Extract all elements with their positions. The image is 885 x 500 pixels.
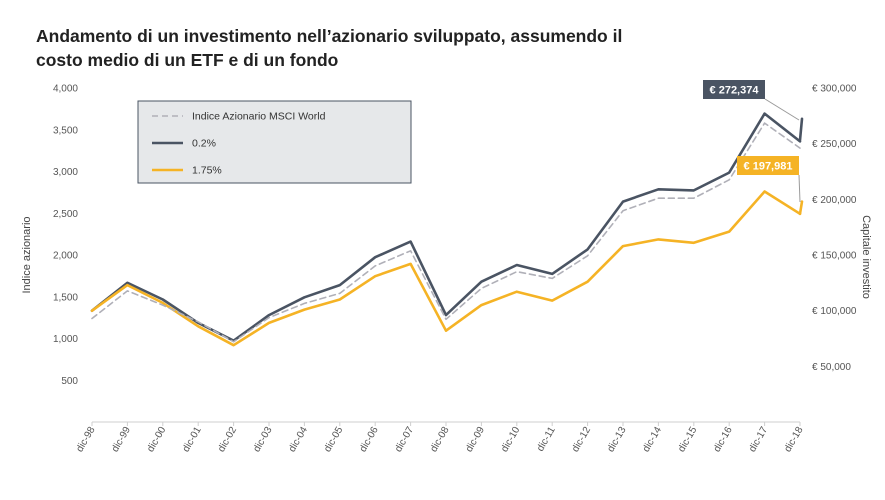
x-tick-label: dic-09 [464, 425, 487, 454]
series-line-0 [91, 122, 801, 343]
y2-tick-label: € 250,000 [812, 139, 857, 150]
series-line-2 [90, 190, 802, 347]
x-tick-label: dic-05 [322, 425, 345, 454]
y-tick-label: 4,000 [53, 84, 78, 95]
y-tick-label: 3,000 [53, 167, 78, 178]
y-tick-label: 2,000 [53, 251, 78, 262]
x-tick-label: dic-11 [535, 425, 558, 454]
x-tick-label: dic-98 [74, 425, 97, 454]
legend-box [137, 100, 412, 184]
y2-tick-label: € 100,000 [812, 306, 857, 317]
x-tick-label: dic-12 [570, 425, 593, 454]
x-tick-label: dic-10 [499, 425, 522, 454]
callout-leader-line [764, 98, 800, 121]
x-tick-label: dic-00 [145, 425, 168, 454]
callout-box [703, 80, 765, 99]
chart-legend: Indice Azionario MSCI World 0.2% 1.75% [137, 100, 412, 184]
chart-title: Andamento di un investimento nell’aziona… [36, 24, 756, 72]
series-end-segment-1 [798, 117, 804, 142]
x-tick-label: dic-16 [712, 425, 735, 454]
y-tick-label: 3,500 [53, 125, 78, 136]
series-end-segment-2 [798, 200, 804, 216]
chart-title-line-1: Andamento di un investimento nell’aziona… [36, 26, 623, 46]
x-tick-label: dic-15 [676, 425, 699, 454]
y-tick-label: 500 [61, 376, 78, 387]
legend-label: 1.75% [192, 165, 222, 177]
y2-tick-label: € 300,000 [812, 84, 857, 95]
x-tick-label: dic-13 [605, 425, 628, 454]
x-tick-label: dic-07 [393, 425, 416, 454]
y-tick-label: 2,500 [53, 209, 78, 220]
x-tick-label: dic-17 [747, 425, 770, 454]
y-axis-title: Indice azionario [21, 216, 33, 293]
callout-leader-line [798, 174, 801, 203]
y2-tick-label: € 200,000 [812, 195, 857, 206]
x-tick-label: dic-99 [110, 425, 133, 454]
legend-label: 0.2% [192, 138, 216, 150]
x-tick-label: dic-08 [428, 425, 451, 454]
x-tick-label: dic-03 [251, 425, 274, 454]
y2-tick-label: € 50,000 [812, 362, 851, 373]
y2-tick-label: € 150,000 [812, 251, 857, 262]
y2-axis-title: Capitale investito [860, 215, 872, 299]
callout-label: € 272,374 [710, 85, 760, 97]
legend-label: Indice Azionario MSCI World [192, 111, 326, 123]
y-tick-label: 1,000 [53, 334, 78, 345]
chart-title-line-2: costo medio di un ETF e di un fondo [36, 50, 339, 70]
callout-label: € 197,981 [744, 161, 793, 173]
x-tick-label: dic-04 [287, 425, 310, 454]
x-tick-label: dic-06 [358, 425, 381, 454]
callout-box [737, 156, 799, 175]
x-tick-label: dic-02 [216, 425, 239, 454]
y-tick-label: 1,500 [53, 292, 78, 303]
x-tick-label: dic-01 [181, 425, 204, 454]
x-tick-label: dic-14 [641, 425, 664, 454]
x-tick-label: dic-18 [782, 425, 805, 454]
